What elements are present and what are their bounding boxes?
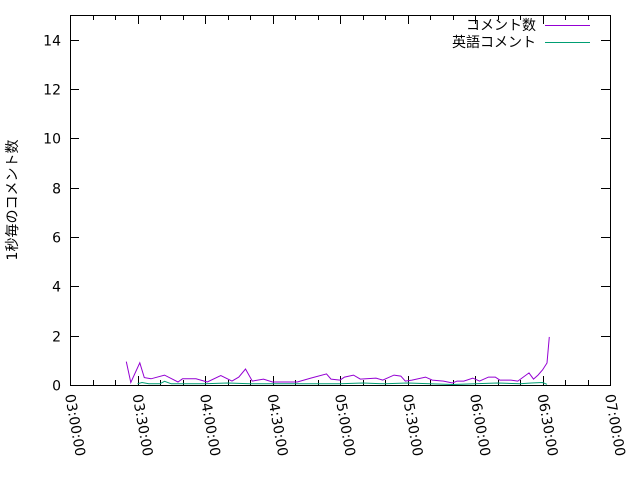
- x-tick-label: 05:30:00: [399, 393, 426, 458]
- y-axis-label: 1秒毎のコメント数: [5, 140, 21, 261]
- series-line-0: [125, 336, 550, 385]
- y-tick-label: 4: [52, 280, 61, 296]
- x-tick-label: 03:30:00: [129, 393, 156, 458]
- y-tick-label: 0: [52, 379, 61, 395]
- x-tick-label: 07:00:00: [601, 393, 628, 458]
- legend-label-1: 英語コメント: [452, 34, 536, 51]
- y-tick-label: 2: [52, 330, 61, 346]
- series-line-1: [137, 380, 548, 386]
- y-tick-label: 12: [43, 83, 61, 99]
- x-tick-label: 04:00:00: [196, 393, 223, 458]
- y-tick-label: 6: [52, 231, 61, 247]
- x-tick-label: 06:00:00: [466, 393, 493, 458]
- legend: コメント数 英語コメント: [452, 18, 590, 51]
- x-tick-label: 05:00:00: [331, 393, 358, 458]
- y-tick-label: 8: [52, 182, 61, 198]
- x-tick-label: 06:30:00: [534, 393, 561, 458]
- plot-border: [70, 15, 611, 386]
- x-tick-label: 04:30:00: [264, 393, 291, 458]
- x-tick-label: 03:00:00: [61, 393, 88, 458]
- y-tick-label: 14: [43, 34, 61, 50]
- legend-label-0: コメント数: [466, 18, 536, 34]
- y-tick-label: 10: [43, 132, 61, 148]
